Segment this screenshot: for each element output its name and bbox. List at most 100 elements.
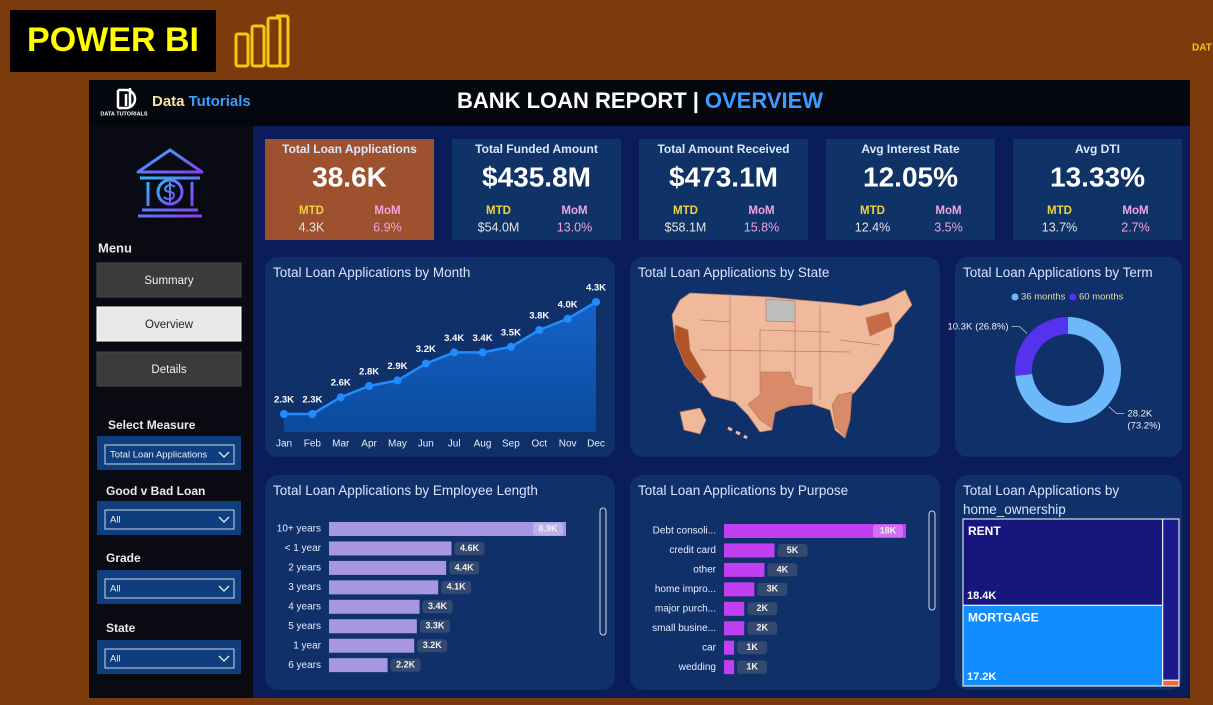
legend-label: 60 months bbox=[1079, 292, 1124, 303]
x-tick-label: Sep bbox=[502, 439, 520, 450]
title-separator: | bbox=[693, 88, 699, 113]
bar bbox=[329, 580, 439, 595]
visual-title: Total Loan Applications by home_ownershi… bbox=[963, 483, 1120, 517]
data-label: 2K bbox=[756, 603, 768, 613]
dropdown-chevron bbox=[218, 585, 230, 592]
kpi-mom-label: MoM bbox=[1122, 205, 1148, 217]
scrollbar[interactable] bbox=[599, 507, 607, 636]
data-label: 4.0K bbox=[558, 299, 578, 310]
data-label: 3.8K bbox=[529, 311, 549, 322]
bar bbox=[724, 562, 765, 577]
bank-icon bbox=[136, 148, 204, 218]
point bbox=[506, 342, 515, 351]
kpi-mtd-value: 4.3K bbox=[299, 220, 325, 234]
y-tick-label: 5 years bbox=[288, 621, 321, 632]
data-label: 4K bbox=[777, 564, 789, 574]
treemap-tile bbox=[962, 518, 1164, 606]
powerbi-logo bbox=[234, 14, 290, 68]
point bbox=[365, 382, 374, 390]
data-label: 2.3K bbox=[302, 395, 322, 406]
y-tick-label: home impro... bbox=[655, 584, 716, 595]
bar bbox=[724, 601, 745, 616]
menu-button-label[interactable]: Details bbox=[151, 364, 186, 376]
bar bbox=[724, 640, 735, 655]
tile-label: RENT bbox=[968, 524, 1001, 538]
menu-button-label[interactable]: Overview bbox=[145, 319, 194, 331]
header-bar bbox=[89, 80, 1190, 126]
kpi-card bbox=[639, 139, 808, 240]
kpi-value: $435.8M bbox=[482, 161, 591, 192]
corner-text: DAT bbox=[1192, 43, 1212, 54]
data-label: 2.2K bbox=[396, 660, 416, 670]
data-label: 1K bbox=[746, 662, 758, 672]
bar bbox=[724, 524, 906, 538]
data-label: 18K bbox=[880, 525, 897, 535]
kpi-value: 38.6K bbox=[312, 161, 387, 192]
visual-title-box: Total Loan Applications by Employee Leng… bbox=[273, 483, 538, 498]
data-label: 3.2K bbox=[423, 640, 443, 650]
data-label-bg bbox=[454, 541, 485, 555]
scrollbar[interactable] bbox=[928, 510, 936, 611]
x-tick-label: Dec bbox=[587, 439, 605, 450]
dropdown-chevron bbox=[218, 655, 230, 662]
visual-title-box: Total Loan Applications by State bbox=[638, 265, 829, 280]
data-label: 2.8K bbox=[359, 367, 379, 378]
dropdown[interactable] bbox=[104, 509, 235, 530]
bar bbox=[329, 541, 452, 556]
kpi-mtd-value: $58.1M bbox=[665, 220, 707, 234]
menu-button[interactable] bbox=[96, 351, 242, 387]
bar bbox=[724, 660, 735, 675]
filter-label: Grade bbox=[106, 551, 141, 565]
menu-button[interactable] bbox=[96, 306, 242, 342]
dropdown-value[interactable]: All bbox=[110, 584, 121, 595]
dropdown[interactable] bbox=[104, 444, 235, 465]
data-label-bg bbox=[422, 600, 453, 614]
visual-title-box: Total Loan Applications by home_ownershi… bbox=[963, 483, 1120, 517]
map-land bbox=[671, 289, 913, 439]
bar bbox=[329, 599, 420, 614]
y-tick-label: other bbox=[693, 565, 716, 576]
kpi-value: $473.1M bbox=[669, 161, 778, 192]
visual-title: Total Loan Applications by Employee Leng… bbox=[273, 483, 538, 498]
banner-box bbox=[10, 10, 216, 72]
kpi-card bbox=[265, 139, 434, 240]
data-label-bg bbox=[419, 619, 450, 633]
data-label-share: (73.2%) bbox=[1127, 420, 1160, 431]
map-borders bbox=[699, 297, 881, 400]
data-label-bg bbox=[737, 641, 768, 655]
dropdown-value[interactable]: All bbox=[110, 654, 121, 665]
data-label: 1K bbox=[746, 642, 758, 652]
menu-title: Menu bbox=[98, 240, 132, 255]
map-hawaii bbox=[727, 426, 748, 440]
y-tick-label: major purch... bbox=[655, 603, 716, 614]
dropdown-chevron bbox=[218, 516, 230, 523]
data-label-bg bbox=[533, 522, 563, 536]
dropdown-chevron bbox=[218, 451, 230, 458]
point bbox=[280, 410, 288, 418]
dropdown-value[interactable]: All bbox=[110, 515, 121, 526]
dropdown[interactable] bbox=[104, 648, 235, 669]
brand-logo bbox=[116, 88, 137, 110]
title-sub: OVERVIEW bbox=[705, 88, 823, 113]
menu-button[interactable] bbox=[96, 262, 242, 298]
x-tick-label: Mar bbox=[332, 439, 350, 450]
sidebar bbox=[89, 126, 253, 698]
point bbox=[450, 348, 459, 357]
kpi-mtd-value: 13.7% bbox=[1042, 220, 1077, 234]
data-label: 4.1K bbox=[447, 582, 467, 592]
x-tick-label: Jan bbox=[276, 439, 292, 450]
kpi-mtd-label: MTD bbox=[486, 205, 511, 217]
data-label: 28.2K (73.2%) bbox=[1127, 408, 1160, 431]
kpi-value: 13.33% bbox=[1050, 161, 1145, 192]
dropdown-value[interactable]: Total Loan Applications bbox=[110, 450, 207, 461]
data-label: 3.2K bbox=[416, 344, 436, 355]
x-tick-label: Jul bbox=[448, 439, 461, 450]
map-state-high bbox=[674, 324, 707, 384]
kpi-mom-label: MoM bbox=[935, 205, 961, 217]
dropdown[interactable] bbox=[104, 578, 235, 599]
menu-button-label[interactable]: Summary bbox=[144, 275, 193, 287]
bar bbox=[329, 560, 447, 575]
visual-panel bbox=[955, 257, 1182, 457]
data-label: 17.2K bbox=[967, 671, 996, 683]
